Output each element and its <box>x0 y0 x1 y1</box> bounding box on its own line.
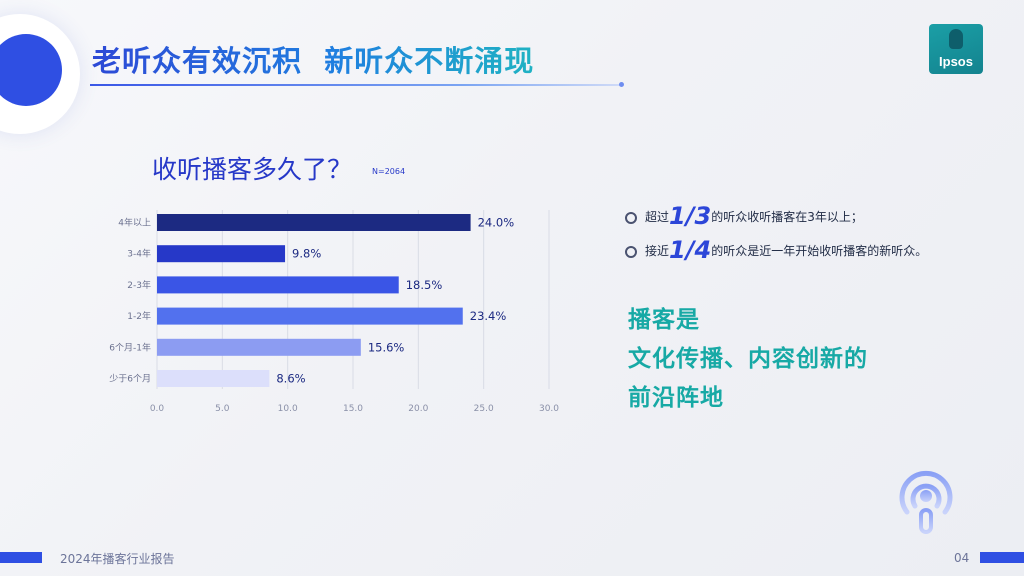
logo-figure-icon <box>949 29 963 49</box>
bar <box>157 214 471 231</box>
bullet-highlight: 1/4 <box>669 236 712 264</box>
title-underline <box>90 84 620 86</box>
slogan-line-3: 前沿阵地 <box>628 385 724 411</box>
category-label: 3-4年 <box>127 248 151 260</box>
slogan-line-2: 文化传播、内容创新的 <box>628 346 868 372</box>
page-number: 04 <box>954 551 970 565</box>
bullet-highlight: 1/3 <box>669 202 712 230</box>
bar-chart: 0.0 5.0 10.0 15.0 20.0 25.0 30.0 4年以上 24.0% 3-4年 9… <box>109 210 559 414</box>
bar <box>157 307 463 325</box>
bar <box>157 370 270 387</box>
value-label: 23.4% <box>470 309 507 323</box>
title-underline-dot <box>619 82 624 87</box>
bar <box>157 276 399 294</box>
decorative-dot <box>0 34 62 106</box>
x-tick-label: 15.0 <box>343 404 363 414</box>
insight-bullet-1: 超过1/3的听众收听播客在3年以上； <box>625 202 863 230</box>
bullet-ring-icon <box>625 245 637 258</box>
x-tick-label: 10.0 <box>278 404 298 414</box>
footer-accent-bar <box>0 552 42 563</box>
bullet-suffix: 的听众是近一年开始收听播客的新听众。 <box>711 244 928 258</box>
category-label: 4年以上 <box>118 217 151 229</box>
insight-bullet-2: 接近1/4的听众是近一年开始收听播客的新听众。 <box>625 236 927 264</box>
x-tick-label: 5.0 <box>215 404 230 414</box>
footer-report-title: 2024年播客行业报告 <box>60 552 175 566</box>
bar <box>157 245 286 263</box>
category-label: 1-2年 <box>127 310 151 322</box>
footer-accent-bar <box>980 552 1024 563</box>
podcast-icon <box>899 470 953 534</box>
value-label: 8.6% <box>276 372 305 386</box>
category-label: 6个月-1年 <box>109 341 151 353</box>
x-tick-label: 0.0 <box>150 404 165 414</box>
value-label: 9.8% <box>292 247 321 261</box>
logo-text: Ipsos <box>939 54 973 69</box>
chart-question: 收听播客多久了？ <box>152 155 353 184</box>
sample-size: N=2064 <box>372 167 406 176</box>
x-tick-label: 20.0 <box>408 404 428 414</box>
bullet-ring-icon <box>625 211 637 224</box>
ipsos-logo: Ipsos <box>929 24 983 74</box>
bar <box>157 338 361 356</box>
x-tick-label: 30.0 <box>539 404 559 414</box>
value-label: 24.0% <box>478 216 515 230</box>
slogan-line-1: 播客是 <box>628 307 700 333</box>
bullet-suffix: 的听众收听播客在3年以上； <box>711 210 863 224</box>
bullet-prefix: 超过 <box>645 210 670 224</box>
page-title: 老听众有效沉积 新听众不断涌现 <box>92 38 534 80</box>
value-label: 18.5% <box>406 278 443 292</box>
category-label: 2-3年 <box>127 279 151 291</box>
value-label: 15.6% <box>368 340 405 354</box>
x-tick-label: 25.0 <box>474 404 494 414</box>
category-label: 少于6个月 <box>109 374 151 385</box>
bullet-prefix: 接近 <box>645 244 670 258</box>
